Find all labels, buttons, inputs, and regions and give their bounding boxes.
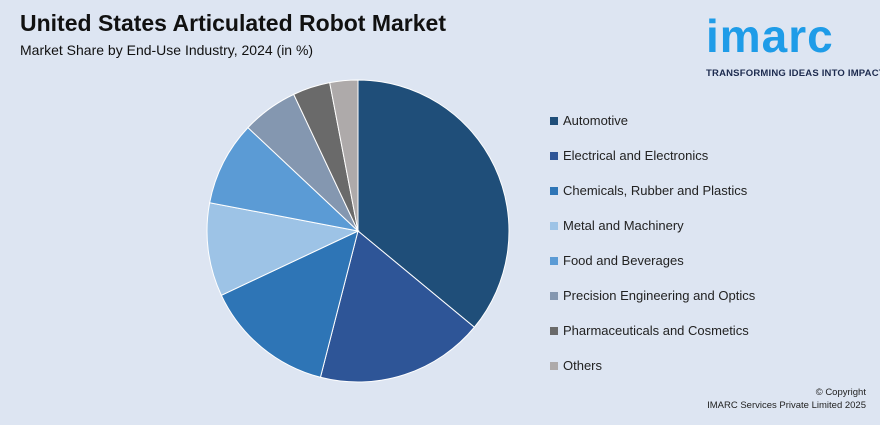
logo-wordmark: imarc [706, 10, 834, 62]
legend-label: Chemicals, Rubber and Plastics [563, 183, 748, 198]
legend-label: Electrical and Electronics [563, 148, 709, 163]
legend-swatch [550, 186, 558, 195]
legend-item-automotive: Automotive [550, 103, 755, 138]
chart-title: United States Articulated Robot Market [20, 10, 446, 36]
chart-legend: Automotive Electrical and Electronics Chem… [550, 103, 755, 383]
legend-label: Others [563, 358, 603, 373]
legend-label: Automotive [563, 113, 629, 128]
imarc-logo: imarc TRANSFORMING IDEAS INTO IMPACT [698, 8, 880, 82]
chart-subtitle: Market Share by End-Use Industry, 2024 (… [20, 42, 314, 58]
legend-item-electrical-and-electronics: Electrical and Electronics [550, 138, 755, 173]
legend-swatch [550, 256, 558, 265]
pie-slice-electrical-and-electronics [319, 230, 476, 383]
legend-label: Precision Engineering and Optics [563, 288, 756, 303]
pie-slice-metal-and-machinery [206, 202, 360, 296]
legend-item-metal-and-machinery: Metal and Machinery [550, 208, 755, 243]
legend-swatch [550, 291, 558, 300]
logo-tagline: TRANSFORMING IDEAS INTO IMPACT [706, 68, 880, 79]
legend-item-food-and-beverages: Food and Beverages [550, 243, 755, 278]
legend-swatch [550, 221, 558, 230]
legend-swatch [550, 326, 558, 335]
legend-item-pharmaceuticals-and-cosmetics: Pharmaceuticals and Cosmetics [550, 313, 755, 348]
pie-slice-food-and-beverages [209, 126, 360, 232]
legend-item-chemicals-rubber-and-plastics: Chemicals, Rubber and Plastics [550, 173, 755, 208]
legend-swatch [550, 151, 558, 160]
legend-swatch [550, 116, 558, 125]
legend-swatch [550, 361, 558, 370]
legend-label: Food and Beverages [563, 253, 684, 268]
legend-label: Pharmaceuticals and Cosmetics [563, 323, 749, 338]
copyright-company: IMARC Services Private Limited 2025 [707, 400, 866, 411]
copyright-line: © Copyright [815, 387, 866, 398]
pie-slice-automotive [357, 79, 510, 328]
legend-item-precision-engineering-and-optics: Precision Engineering and Optics [550, 278, 755, 313]
copyright-notice: © Copyright IMARC Services Private Limit… [707, 386, 866, 412]
pie-slice-others [329, 79, 359, 232]
legend-item-others: Others [550, 348, 755, 383]
legend-label: Metal and Machinery [563, 218, 684, 233]
pie-slice-chemicals-rubber-and-plastics [220, 230, 359, 378]
